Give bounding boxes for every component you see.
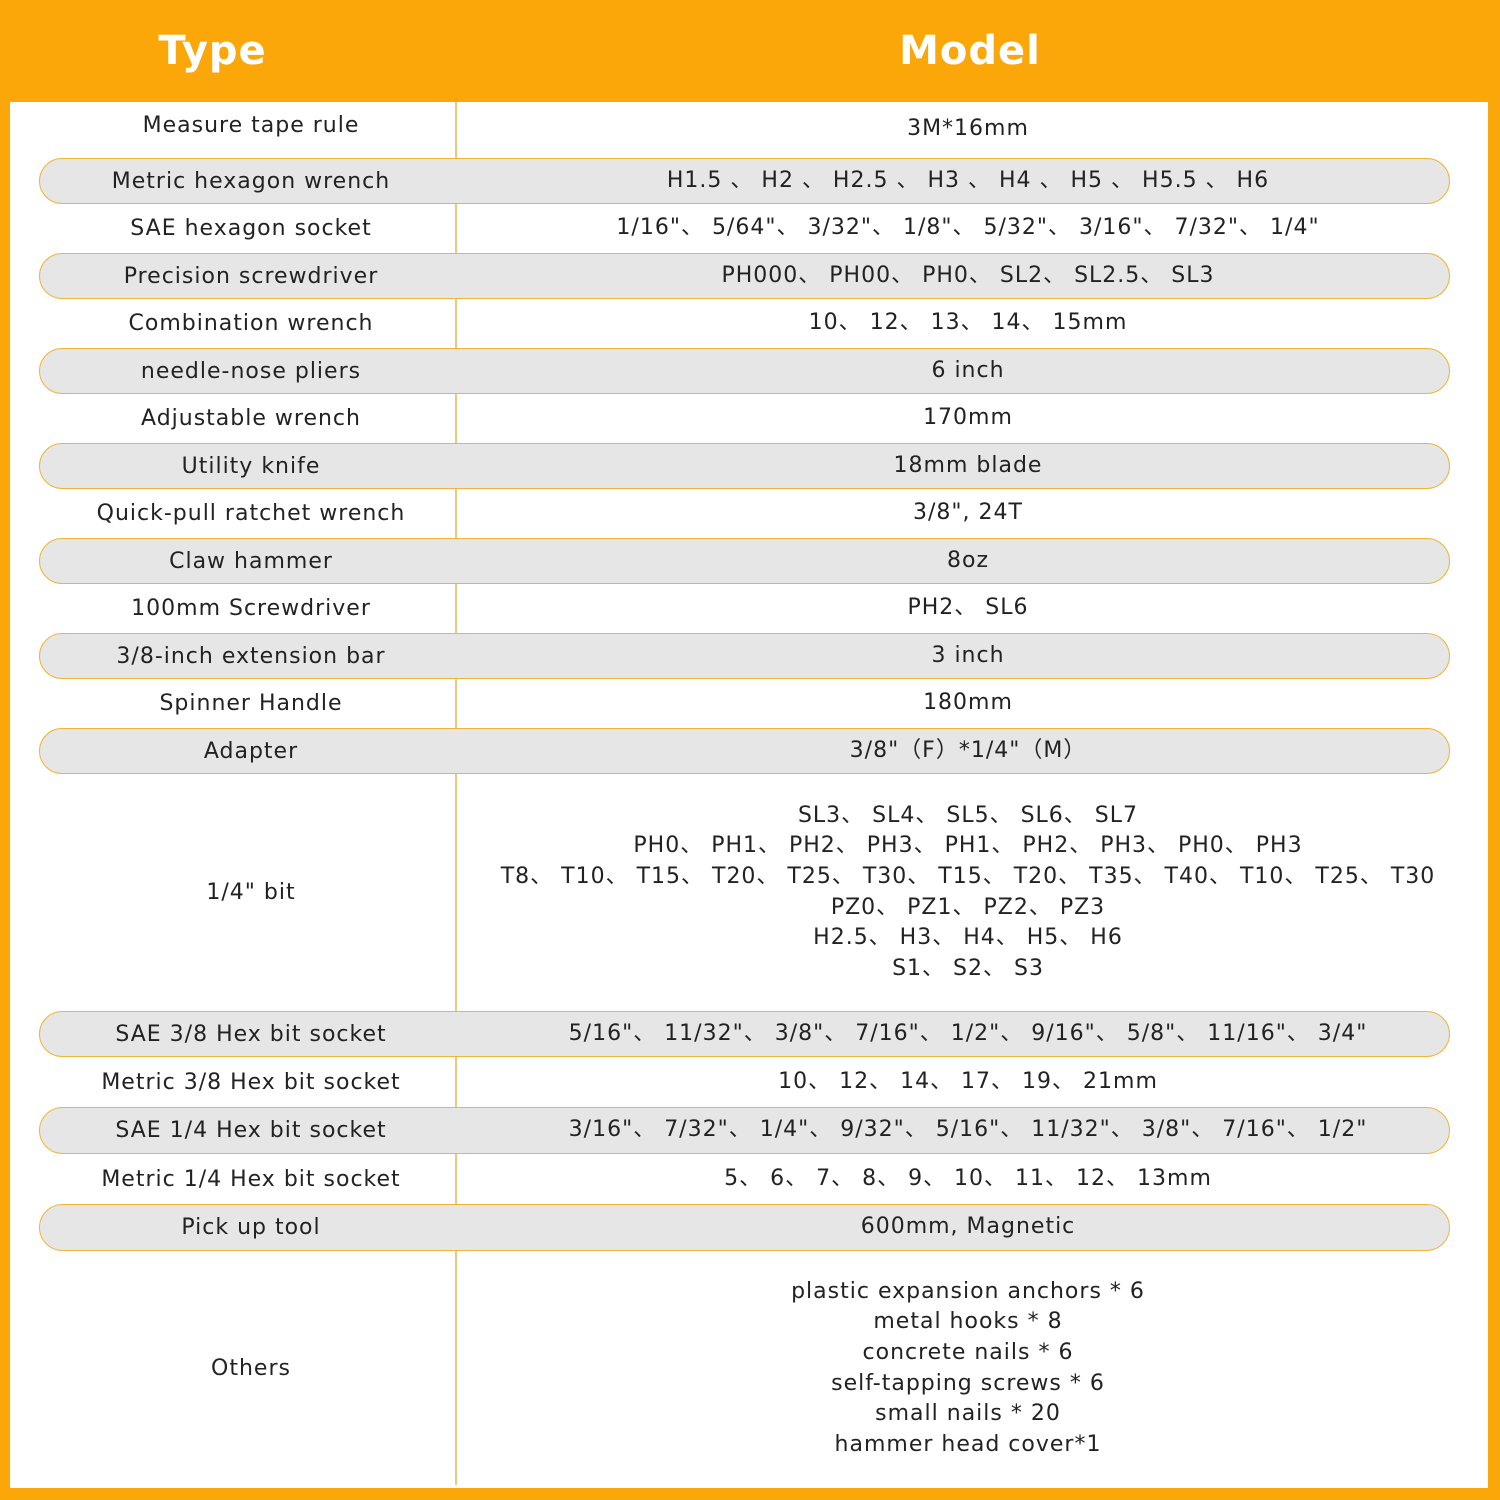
model-line: self-tapping screws * 6 — [831, 1370, 1105, 1396]
model-cell: PH2、 SL6 — [455, 593, 1481, 624]
model-cell: 3/16"、 7/32"、 1/4"、 9/32"、 5/16"、 11/32"… — [455, 1115, 1481, 1146]
type-cell: SAE 3/8 Hex bit socket — [115, 1021, 387, 1047]
table-row: Combination wrench 10、 12、 13、 14、 15mm — [10, 300, 1488, 347]
model-cell: plastic expansion anchors * 6 metal hooks… — [455, 1277, 1481, 1461]
table-row: needle-nose pliers 6 inch — [10, 347, 1488, 395]
model-line: 170mm — [923, 405, 1013, 431]
model-line: H2.5、 H3、 H4、 H5、 H6 — [813, 925, 1123, 951]
model-cell: 3/8", 24T — [455, 498, 1481, 529]
model-line: 6 inch — [931, 357, 1005, 383]
table-row: 100mm Screwdriver PH2、 SL6 — [10, 585, 1488, 632]
model-line: PH2、 SL6 — [907, 595, 1029, 621]
table-row: SAE hexagon socket 1/16"、 5/64"、 3/32"、 1… — [10, 205, 1488, 252]
model-line: 3M*16mm — [907, 116, 1029, 142]
type-cell: Spinner Handle — [159, 691, 343, 716]
type-cell: 100mm Screwdriver — [131, 596, 371, 621]
model-line: 5、 6、 7、 8、 9、 10、 11、 12、 13mm — [724, 1165, 1212, 1191]
table-row: SAE 1/4 Hex bit socket 3/16"、 7/32"、 1/4"… — [10, 1106, 1488, 1155]
type-cell: Claw hammer — [169, 548, 333, 574]
table-row: Metric 1/4 Hex bit socket 5、 6、 7、 8、 9、 … — [10, 1155, 1488, 1203]
type-cell: SAE hexagon socket — [130, 216, 372, 241]
model-cell: 170mm — [455, 403, 1481, 434]
column-divider — [455, 102, 457, 1485]
model-line: 5/16"、 11/32"、 3/8"、 7/16"、 1/2"、 9/16"、… — [568, 1020, 1368, 1046]
model-line: 3/8"（F）*1/4"（M） — [849, 737, 1087, 763]
model-cell: 10、 12、 14、 17、 19、 21mm — [455, 1067, 1481, 1098]
model-cell: 3 inch — [455, 641, 1481, 672]
model-line: 600mm, Magnetic — [860, 1214, 1076, 1240]
type-cell: Combination wrench — [128, 311, 374, 336]
model-cell: 18mm blade — [455, 451, 1481, 482]
model-line: hammer head cover*1 — [834, 1431, 1102, 1457]
table-row: Utility knife 18mm blade — [10, 442, 1488, 490]
model-line: 8oz — [946, 547, 989, 573]
model-line: metal hooks * 8 — [873, 1309, 1063, 1335]
model-line: PH0、 PH1、 PH2、 PH3、 PH1、 PH2、 PH3、 PH0、 … — [633, 833, 1303, 859]
model-line: PZ0、 PZ1、 PZ2、 PZ3 — [830, 894, 1106, 920]
type-cell: Adapter — [203, 738, 299, 764]
model-line: H1.5 、 H2 、 H2.5 、 H3 、 H4 、 H5 、 H5.5 、… — [666, 167, 1270, 193]
model-cell: H1.5 、 H2 、 H2.5 、 H3 、 H4 、 H5 、 H5.5 、… — [455, 166, 1481, 197]
model-line: plastic expansion anchors * 6 — [791, 1278, 1145, 1304]
model-line: S1、 S2、 S3 — [892, 955, 1044, 981]
type-cell: Utility knife — [181, 453, 321, 479]
table-row: Others plastic expansion anchors * 6 metal… — [10, 1252, 1488, 1485]
type-cell: Measure tape rule — [142, 113, 360, 138]
table-row: Spinner Handle 180mm — [10, 680, 1488, 727]
model-cell: 1/16"、 5/64"、 3/32"、 1/8"、 5/32"、 3/16"、… — [455, 213, 1481, 244]
table-row: Metric 3/8 Hex bit socket 10、 12、 14、 17、… — [10, 1058, 1488, 1106]
model-cell: 3/8"（F）*1/4"（M） — [455, 736, 1481, 767]
type-cell: Quick-pull ratchet wrench — [96, 501, 406, 526]
table-row: Pick up tool 600mm, Magnetic — [10, 1203, 1488, 1252]
model-line: small nails * 20 — [875, 1401, 1061, 1427]
model-line: 1/16"、 5/64"、 3/32"、 1/8"、 5/32"、 3/16"、… — [616, 215, 1320, 241]
table-row: Adapter 3/8"（F）*1/4"（M） — [10, 727, 1488, 775]
model-line: T8、 T10、 T15、 T20、 T25、 T30、 T15、 T20、 T… — [500, 863, 1436, 889]
model-cell: PH000、 PH00、 PH0、 SL2、 SL2.5、 SL3 — [455, 261, 1481, 292]
type-cell: Metric 3/8 Hex bit socket — [101, 1069, 401, 1095]
table-row: Measure tape rule 3M*16mm — [10, 102, 1488, 157]
type-cell: Others — [211, 1356, 291, 1381]
header-type: Type — [158, 28, 267, 74]
type-cell: Pick up tool — [181, 1215, 321, 1240]
model-line: PH000、 PH00、 PH0、 SL2、 SL2.5、 SL3 — [721, 262, 1215, 288]
type-cell: Metric hexagon wrench — [111, 168, 391, 194]
model-line: 3 inch — [931, 642, 1005, 668]
model-line: 3/16"、 7/32"、 1/4"、 9/32"、 5/16"、 11/32"… — [568, 1117, 1368, 1143]
table-row: SAE 3/8 Hex bit socket 5/16"、 11/32"、 3/8… — [10, 1010, 1488, 1058]
model-cell: SL3、 SL4、 SL5、 SL6、 SL7 PH0、 PH1、 PH2、 PH… — [455, 801, 1481, 985]
type-cell: Adjustable wrench — [141, 406, 361, 431]
model-cell: 180mm — [455, 688, 1481, 719]
table-row: Metric hexagon wrench H1.5 、 H2 、 H2.5 、 … — [10, 157, 1488, 205]
model-line: 10、 12、 13、 14、 15mm — [808, 310, 1128, 336]
model-line: SL3、 SL4、 SL5、 SL6、 SL7 — [797, 802, 1139, 828]
model-cell: 5、 6、 7、 8、 9、 10、 11、 12、 13mm — [455, 1164, 1481, 1195]
type-cell: SAE 1/4 Hex bit socket — [115, 1118, 387, 1143]
table-row: Adjustable wrench 170mm — [10, 395, 1488, 442]
model-cell: 10、 12、 13、 14、 15mm — [455, 308, 1481, 339]
model-cell: 600mm, Magnetic — [455, 1212, 1481, 1243]
model-cell: 6 inch — [455, 356, 1481, 387]
model-cell: 8oz — [455, 546, 1481, 577]
type-cell: Metric 1/4 Hex bit socket — [101, 1166, 401, 1192]
model-line: 10、 12、 14、 17、 19、 21mm — [778, 1068, 1158, 1094]
spec-table: Measure tape rule 3M*16mm Metric hexagon w… — [10, 102, 1488, 1488]
type-cell: 1/4" bit — [206, 880, 296, 905]
model-cell: 5/16"、 11/32"、 3/8"、 7/16"、 1/2"、 9/16"、… — [455, 1019, 1481, 1050]
table-row: 3/8-inch extension bar 3 inch — [10, 632, 1488, 680]
table-row: 1/4" bit SL3、 SL4、 SL5、 SL6、 SL7 PH0、 PH1、… — [10, 775, 1488, 1010]
model-line: concrete nails * 6 — [862, 1339, 1074, 1365]
model-cell: 3M*16mm — [455, 114, 1481, 145]
model-line: 18mm blade — [893, 452, 1043, 478]
table-row: Precision screwdriver PH000、 PH00、 PH0、 S… — [10, 252, 1488, 300]
table-row: Claw hammer 8oz — [10, 537, 1488, 585]
header-model: Model — [899, 28, 1041, 74]
model-line: 3/8", 24T — [913, 500, 1023, 526]
table-row: Quick-pull ratchet wrench 3/8", 24T — [10, 490, 1488, 537]
type-cell: Precision screwdriver — [123, 263, 379, 289]
type-cell: 3/8-inch extension bar — [116, 643, 386, 669]
model-line: 180mm — [923, 690, 1013, 716]
type-cell: needle-nose pliers — [140, 358, 362, 384]
